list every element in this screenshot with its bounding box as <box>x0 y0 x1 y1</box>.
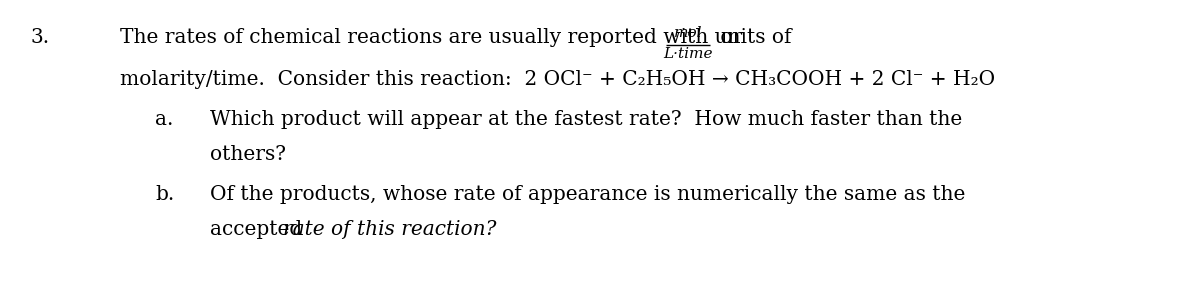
Text: Of the products, whose rate of appearance is numerically the same as the: Of the products, whose rate of appearanc… <box>210 185 965 204</box>
Text: Which product will appear at the fastest rate?  How much faster than the: Which product will appear at the fastest… <box>210 110 962 129</box>
Text: molarity/time.  Consider this reaction:  2 OCl⁻ + C₂H₅OH → CH₃COOH + 2 Cl⁻ + H₂O: molarity/time. Consider this reaction: 2… <box>120 70 995 89</box>
Text: The rates of chemical reactions are usually reported with units of: The rates of chemical reactions are usua… <box>120 28 798 47</box>
Text: mol: mol <box>674 26 702 40</box>
Text: accepted: accepted <box>210 220 308 239</box>
Text: rate of this reaction?: rate of this reaction? <box>283 220 497 239</box>
Text: L·time: L·time <box>664 47 713 61</box>
Text: others?: others? <box>210 145 286 164</box>
Text: or: or <box>714 28 743 47</box>
Text: a.: a. <box>155 110 173 129</box>
Text: b.: b. <box>155 185 174 204</box>
Text: 3.: 3. <box>30 28 49 47</box>
